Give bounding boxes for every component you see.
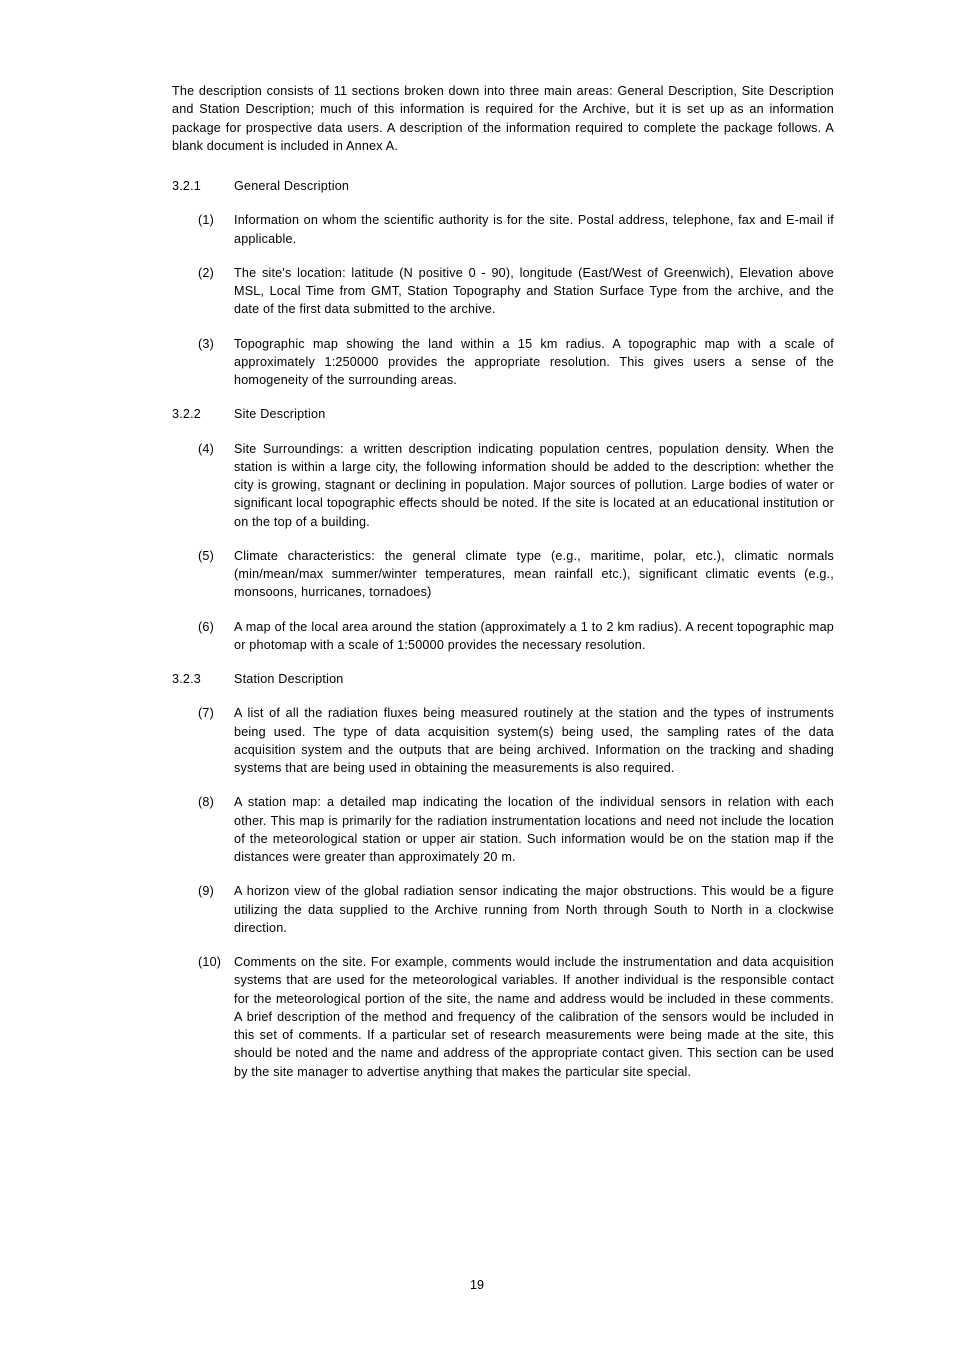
section-title: Site Description — [234, 405, 325, 423]
page-number: 19 — [0, 1278, 954, 1292]
section-number: 3.2.1 — [172, 177, 234, 195]
item-text: A map of the local area around the stati… — [234, 618, 834, 655]
section-number: 3.2.3 — [172, 670, 234, 688]
document-page: The description consists of 11 sections … — [0, 0, 954, 1081]
item-text: A horizon view of the global radiation s… — [234, 882, 834, 937]
item-text: Topographic map showing the land within … — [234, 335, 834, 390]
item-number: (6) — [198, 618, 234, 655]
item-number: (8) — [198, 793, 234, 866]
item-number: (5) — [198, 547, 234, 602]
item-text: A list of all the radiation fluxes being… — [234, 704, 834, 777]
list-item: (9) A horizon view of the global radiati… — [172, 882, 834, 937]
item-text: Climate characteristics: the general cli… — [234, 547, 834, 602]
list-item: (6) A map of the local area around the s… — [172, 618, 834, 655]
list-item: (3) Topographic map showing the land wit… — [172, 335, 834, 390]
item-number: (10) — [198, 953, 234, 1081]
item-number: (2) — [198, 264, 234, 319]
item-text: The site's location: latitude (N positiv… — [234, 264, 834, 319]
list-item: (7) A list of all the radiation fluxes b… — [172, 704, 834, 777]
list-item: (2) The site's location: latitude (N pos… — [172, 264, 834, 319]
section-title: General Description — [234, 177, 349, 195]
item-text: Site Surroundings: a written description… — [234, 440, 834, 531]
item-number: (1) — [198, 211, 234, 248]
list-item: (5) Climate characteristics: the general… — [172, 547, 834, 602]
item-number: (7) — [198, 704, 234, 777]
list-item: (4) Site Surroundings: a written descrip… — [172, 440, 834, 531]
item-number: (9) — [198, 882, 234, 937]
list-item: (1) Information on whom the scientific a… — [172, 211, 834, 248]
list-item: (10) Comments on the site. For example, … — [172, 953, 834, 1081]
item-number: (4) — [198, 440, 234, 531]
section-title: Station Description — [234, 670, 344, 688]
section-heading-3-2-2: 3.2.2 Site Description — [172, 405, 834, 423]
item-text: A station map: a detailed map indicating… — [234, 793, 834, 866]
intro-paragraph: The description consists of 11 sections … — [172, 82, 834, 155]
section-number: 3.2.2 — [172, 405, 234, 423]
section-heading-3-2-3: 3.2.3 Station Description — [172, 670, 834, 688]
item-text: Comments on the site. For example, comme… — [234, 953, 834, 1081]
list-item: (8) A station map: a detailed map indica… — [172, 793, 834, 866]
section-heading-3-2-1: 3.2.1 General Description — [172, 177, 834, 195]
item-text: Information on whom the scientific autho… — [234, 211, 834, 248]
item-number: (3) — [198, 335, 234, 390]
